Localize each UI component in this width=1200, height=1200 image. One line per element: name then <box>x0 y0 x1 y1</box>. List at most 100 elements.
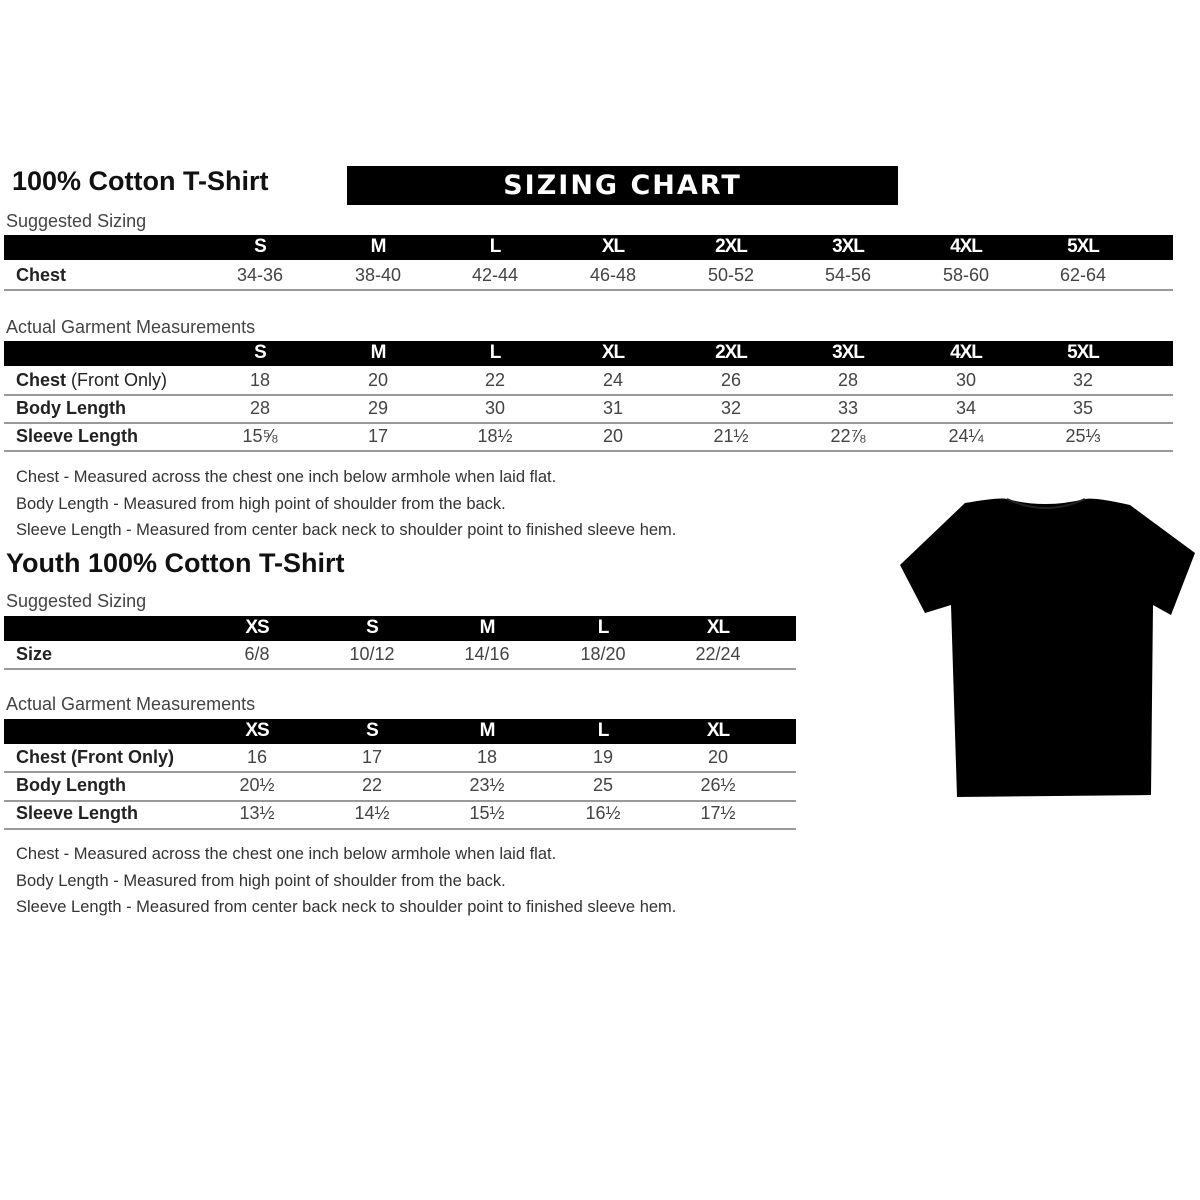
size-header: 5XL <box>1067 236 1100 257</box>
row-divider <box>4 828 796 830</box>
table-cell: 17 <box>367 426 389 446</box>
table-cell: 10/12 <box>349 644 395 664</box>
table-cell: 23½ <box>469 775 505 795</box>
row-divider <box>4 450 1173 452</box>
row-label-text: Chest <box>16 265 67 285</box>
size-header: L <box>489 342 502 363</box>
table-cell: 22 <box>361 775 383 795</box>
table-cell: 38-40 <box>354 265 402 285</box>
table-cell: 34-36 <box>236 265 284 285</box>
size-header: XL <box>706 720 730 741</box>
table-cell: 20½ <box>239 775 275 795</box>
size-header: XL <box>601 342 625 363</box>
row-label-suffix: (Front Only) <box>66 370 168 390</box>
size-header: M <box>479 617 496 638</box>
size-header: 5XL <box>1067 342 1100 363</box>
size-header: M <box>370 236 387 257</box>
size-header: XS <box>245 720 269 741</box>
sizing-chart-banner: SIZING CHART <box>347 166 898 205</box>
note-line: Chest - Measured across the chest one in… <box>16 845 557 863</box>
size-header: M <box>370 342 387 363</box>
size-header: 4XL <box>950 236 983 257</box>
table-cell: 16½ <box>585 803 621 823</box>
table-cell: 28 <box>837 370 859 390</box>
row-label-text: Chest <box>16 370 67 390</box>
table-cell: 16 <box>246 747 268 767</box>
table-cell: 18½ <box>477 426 513 446</box>
youth-title: Youth 100% Cotton T-Shirt <box>6 548 345 578</box>
table-cell: 15½ <box>469 803 505 823</box>
t-shirt-icon <box>900 498 1195 797</box>
table-cell: 28 <box>249 398 271 418</box>
row-divider <box>4 394 1173 396</box>
table-cell: 24 <box>602 370 624 390</box>
size-header: XS <box>245 617 269 638</box>
table-cell: 20 <box>707 747 729 767</box>
table-cell: 34 <box>955 398 977 418</box>
size-header: 2XL <box>715 236 748 257</box>
table-cell: 22 <box>484 370 506 390</box>
table-cell: 32 <box>1072 370 1094 390</box>
row-label-text: Body Length <box>16 398 126 418</box>
table-cell: 26 <box>720 370 742 390</box>
note-line: Sleeve Length - Measured from center bac… <box>16 521 677 539</box>
size-header: M <box>479 720 496 741</box>
table-cell: 54-56 <box>824 265 872 285</box>
size-header: L <box>597 720 610 741</box>
size-header: 2XL <box>715 342 748 363</box>
table-cell: 18 <box>249 370 271 390</box>
table-cell: 26½ <box>700 775 736 795</box>
adult-actual-label: Actual Garment Measurements <box>6 317 256 337</box>
row-divider <box>4 800 796 802</box>
table-cell: 30 <box>484 398 506 418</box>
table-cell: 19 <box>592 747 614 767</box>
note-line: Chest - Measured across the chest one in… <box>16 468 557 486</box>
note-line: Body Length - Measured from high point o… <box>16 871 506 890</box>
row-label-text: Sleeve Length <box>16 803 139 823</box>
row-divider <box>4 771 796 773</box>
table-cell: 18/20 <box>580 644 626 664</box>
table-cell: 62-64 <box>1059 265 1107 285</box>
table-cell: 30 <box>955 370 977 390</box>
table-cell: 46-48 <box>589 265 637 285</box>
table-cell: 14½ <box>354 803 390 823</box>
row-label: Chest (Front Only) <box>16 747 174 768</box>
table-cell: 20 <box>367 370 389 390</box>
row-label: Sleeve Length <box>16 426 138 447</box>
youth-actual-label: Actual Garment Measurements <box>6 694 256 714</box>
table-cell: 50-52 <box>707 265 755 285</box>
note-line: Body Length - Measured from high point o… <box>16 494 506 513</box>
size-header: 3XL <box>832 236 865 257</box>
header-bar <box>4 235 1173 260</box>
size-header: S <box>254 342 267 363</box>
header-bar <box>4 341 1173 366</box>
row-label: Chest (Front Only) <box>16 370 167 391</box>
header-bar <box>4 719 796 744</box>
row-label: Chest <box>16 265 66 286</box>
table-cell: 24¼ <box>948 426 984 446</box>
row-label-text: Size <box>16 644 53 664</box>
row-divider <box>4 289 1173 291</box>
size-header: S <box>366 617 379 638</box>
size-header: L <box>489 236 502 257</box>
row-label: Size <box>16 644 52 665</box>
row-divider <box>4 668 796 670</box>
row-label: Body Length <box>16 775 126 796</box>
table-cell: 22⅞ <box>830 426 866 446</box>
table-cell: 29 <box>367 398 389 418</box>
row-divider <box>4 422 1173 424</box>
adult-suggested-label: Suggested Sizing <box>6 211 147 231</box>
table-cell: 6/8 <box>244 644 270 664</box>
size-header: L <box>597 617 610 638</box>
table-cell: 35 <box>1072 398 1094 418</box>
table-cell: 22/24 <box>695 644 741 664</box>
youth-suggested-label: Suggested Sizing <box>6 591 147 611</box>
row-label: Sleeve Length <box>16 803 138 824</box>
row-label-text: Chest (Front Only) <box>16 747 174 767</box>
note-line: Sleeve Length - Measured from center bac… <box>16 898 677 916</box>
size-header: XL <box>706 617 730 638</box>
table-cell: 25 <box>592 775 614 795</box>
table-cell: 13½ <box>239 803 275 823</box>
table-cell: 14/16 <box>464 644 510 664</box>
